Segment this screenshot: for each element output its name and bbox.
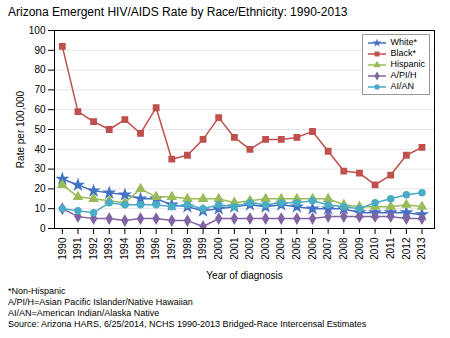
svg-text:Year of diagnosis: Year of diagnosis — [206, 270, 282, 281]
svg-text:1994: 1994 — [119, 237, 130, 260]
svg-text:2003: 2003 — [260, 237, 271, 260]
svg-text:1998: 1998 — [182, 237, 193, 260]
html-text:Arizona Emergent HIV/AIDS Rate: Arizona Emergent HIV/AIDS Rate by Race/E… — [8, 5, 348, 19]
svg-text:2000: 2000 — [213, 237, 224, 260]
svg-text:0: 0 — [40, 223, 46, 234]
svg-text:50: 50 — [34, 124, 46, 135]
svg-text:2010: 2010 — [369, 237, 380, 260]
svg-text:90: 90 — [34, 45, 46, 56]
svg-text:40: 40 — [34, 144, 46, 155]
svg-text:2009: 2009 — [354, 237, 365, 260]
html-text:White*: White* — [390, 37, 417, 47]
svg-text:100: 100 — [29, 25, 46, 36]
html-text:Black*: Black* — [390, 48, 416, 58]
svg-text:70: 70 — [34, 84, 46, 95]
html-text:AI/AN=American Indian/Alaska N: AI/AN=American Indian/Alaska Native — [8, 308, 160, 318]
html-text:*Non-Hispanic: *Non-Hispanic — [8, 286, 66, 296]
html-text:Hispanic: Hispanic — [390, 59, 425, 69]
html-text:Source: Arizona HARS, 6/25/201: Source: Arizona HARS, 6/25/2014, NCHS 19… — [8, 319, 367, 329]
svg-text:2001: 2001 — [229, 237, 240, 260]
svg-text:1990: 1990 — [57, 237, 68, 260]
svg-text:2013: 2013 — [416, 237, 427, 260]
html-text:A/PI/H=Asian Pacific Islander/: A/PI/H=Asian Pacific Islander/Native Haw… — [8, 297, 193, 307]
svg-text:80: 80 — [34, 64, 46, 75]
svg-text:2007: 2007 — [322, 237, 333, 260]
svg-text:30: 30 — [34, 163, 46, 174]
html-text:AI/AN: AI/AN — [390, 81, 414, 91]
svg-text:10: 10 — [34, 203, 46, 214]
html-text:A/PI/H: A/PI/H — [390, 70, 417, 80]
svg-text:1997: 1997 — [166, 237, 177, 260]
svg-text:2005: 2005 — [291, 237, 302, 260]
svg-text:60: 60 — [34, 104, 46, 115]
svg-text:20: 20 — [34, 183, 46, 194]
svg-text:2012: 2012 — [401, 237, 412, 260]
svg-text:1993: 1993 — [103, 237, 114, 260]
svg-text:2008: 2008 — [338, 237, 349, 260]
svg-text:1995: 1995 — [135, 237, 146, 260]
svg-text:2011: 2011 — [385, 237, 396, 259]
svg-text:2006: 2006 — [307, 237, 318, 260]
svg-text:1992: 1992 — [88, 237, 99, 260]
svg-text:1991: 1991 — [72, 237, 83, 260]
svg-text:Rate per 100,000: Rate per 100,000 — [15, 90, 26, 168]
svg-text:1999: 1999 — [197, 237, 208, 260]
svg-text:2002: 2002 — [244, 237, 255, 260]
svg-text:2004: 2004 — [275, 237, 286, 260]
svg-text:1996: 1996 — [150, 237, 161, 260]
